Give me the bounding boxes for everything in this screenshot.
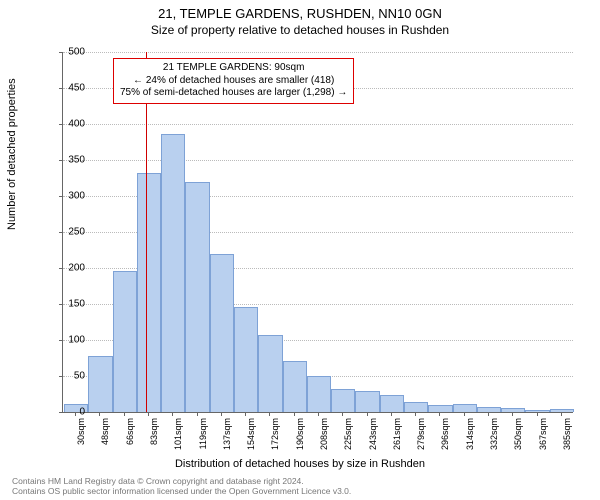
xtick-label: 101sqm — [173, 418, 183, 458]
xtick-label: 350sqm — [513, 418, 523, 458]
ytick-label: 300 — [45, 191, 85, 202]
xtick-label: 48sqm — [100, 418, 110, 458]
xtick-label: 66sqm — [125, 418, 135, 458]
reference-line — [146, 52, 147, 412]
annotation-line3: 75% of semi-detached houses are larger (… — [120, 87, 347, 100]
ytick-label: 200 — [45, 263, 85, 274]
bar — [355, 391, 379, 412]
ytick-label: 450 — [45, 83, 85, 94]
ytick-label: 150 — [45, 299, 85, 310]
xtick-label: 30sqm — [76, 418, 86, 458]
xtick-label: 314sqm — [465, 418, 475, 458]
ytick-label: 400 — [45, 119, 85, 130]
xtick-label: 172sqm — [270, 418, 280, 458]
bar — [258, 335, 282, 412]
xtick-label: 225sqm — [343, 418, 353, 458]
ytick-label: 350 — [45, 155, 85, 166]
xtick-label: 154sqm — [246, 418, 256, 458]
footer-line1: Contains HM Land Registry data © Crown c… — [12, 476, 351, 486]
xtick-label: 296sqm — [440, 418, 450, 458]
bar — [428, 405, 452, 412]
chart-title: 21, TEMPLE GARDENS, RUSHDEN, NN10 0GN — [0, 0, 600, 21]
xtick-label: 83sqm — [149, 418, 159, 458]
xtick-label: 137sqm — [222, 418, 232, 458]
ytick-label: 250 — [45, 227, 85, 238]
xtick-label: 119sqm — [198, 418, 208, 458]
ytick-label: 50 — [45, 371, 85, 382]
footer-attribution: Contains HM Land Registry data © Crown c… — [12, 476, 351, 496]
xtick-label: 385sqm — [562, 418, 572, 458]
bar — [234, 307, 258, 412]
xtick-label: 279sqm — [416, 418, 426, 458]
histogram-bars — [63, 52, 573, 412]
xtick-label: 261sqm — [392, 418, 402, 458]
plot-area: 21 TEMPLE GARDENS: 90sqm ← 24% of detach… — [62, 52, 573, 413]
bar — [161, 134, 185, 412]
xtick-label: 243sqm — [368, 418, 378, 458]
bar — [185, 182, 209, 412]
xtick-label: 190sqm — [295, 418, 305, 458]
bar — [453, 404, 477, 412]
ytick-label: 0 — [45, 407, 85, 418]
footer-line2: Contains OS public sector information li… — [12, 486, 351, 496]
ytick-label: 100 — [45, 335, 85, 346]
bar — [380, 395, 404, 412]
bar — [113, 271, 137, 412]
bar — [331, 389, 355, 412]
xtick-label: 332sqm — [489, 418, 499, 458]
chart-container: 21, TEMPLE GARDENS, RUSHDEN, NN10 0GN Si… — [0, 0, 600, 500]
annotation-line2: ← 24% of detached houses are smaller (41… — [120, 75, 347, 88]
annotation-box: 21 TEMPLE GARDENS: 90sqm ← 24% of detach… — [113, 58, 354, 104]
bar — [210, 254, 234, 412]
bar — [283, 361, 307, 412]
bar — [137, 173, 161, 412]
bar — [404, 402, 428, 412]
ytick-label: 500 — [45, 47, 85, 58]
xaxis-label: Distribution of detached houses by size … — [0, 458, 600, 470]
yaxis-label: Number of detached properties — [6, 78, 18, 230]
bar — [88, 356, 112, 412]
bar — [307, 376, 331, 412]
xtick-label: 208sqm — [319, 418, 329, 458]
chart-subtitle: Size of property relative to detached ho… — [0, 21, 600, 37]
annotation-line1: 21 TEMPLE GARDENS: 90sqm — [120, 62, 347, 75]
xtick-label: 367sqm — [538, 418, 548, 458]
